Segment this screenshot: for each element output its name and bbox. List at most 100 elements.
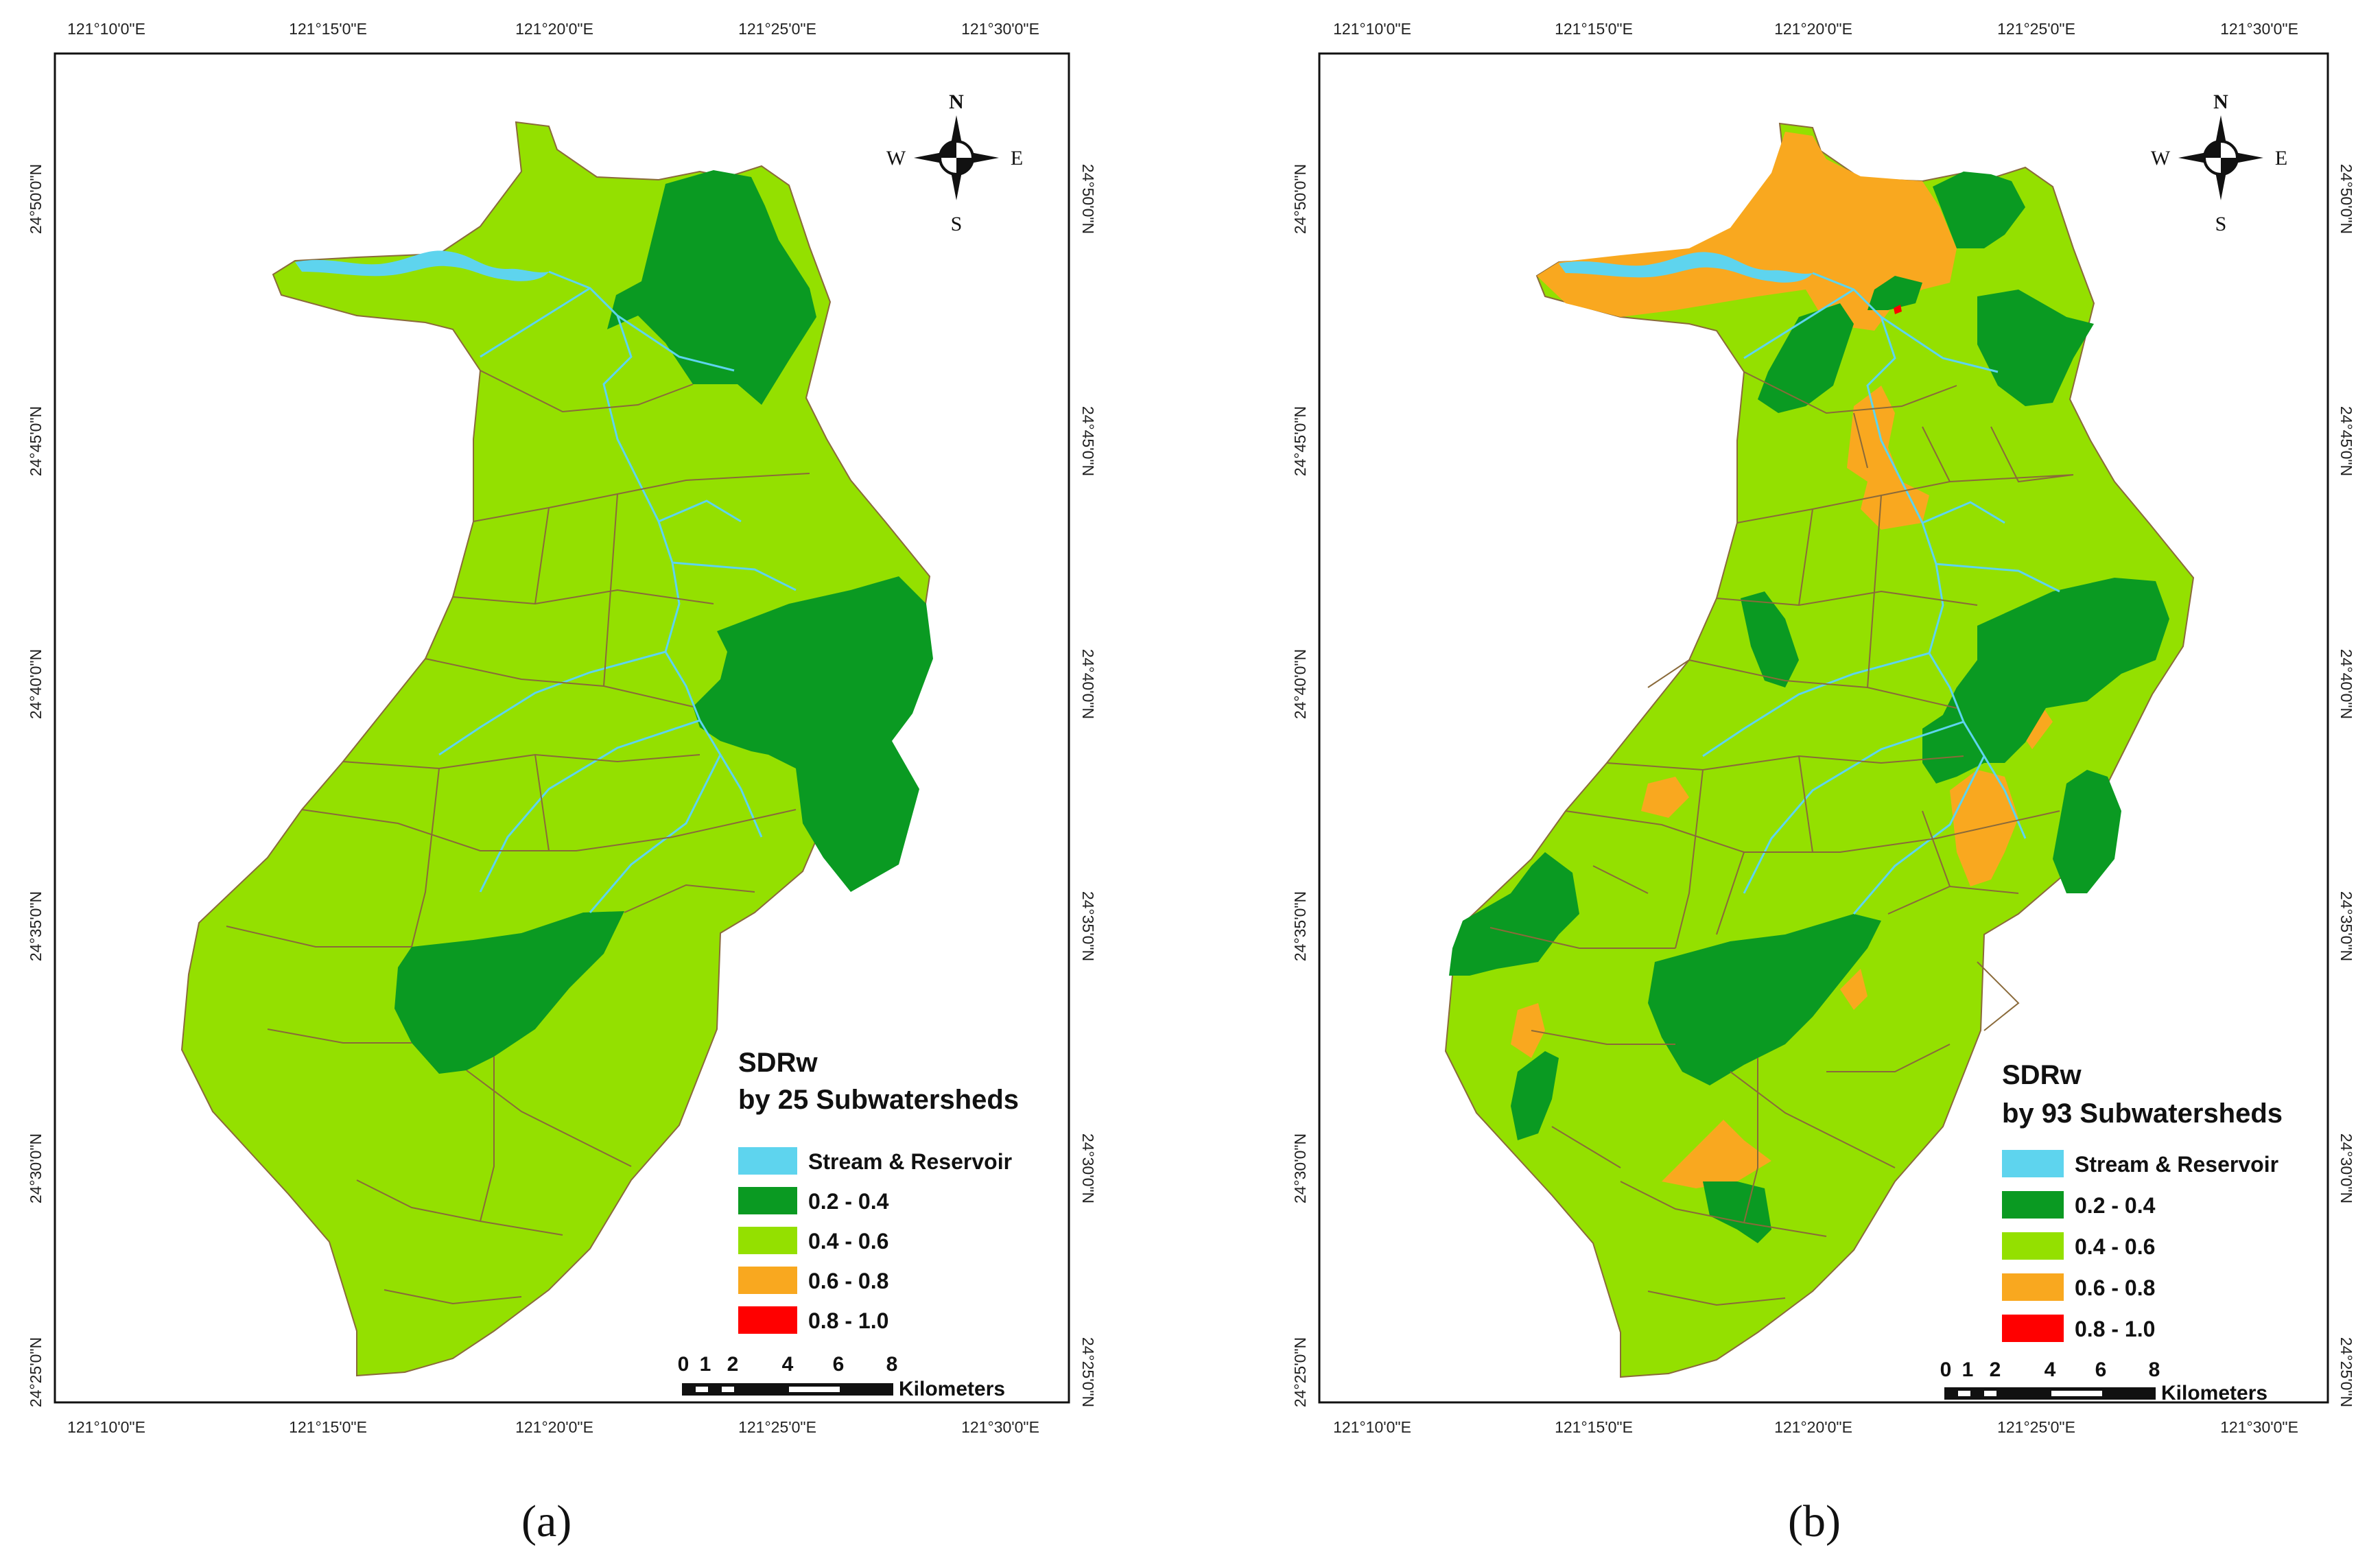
- lon-label: 121°15'0"E: [1555, 1418, 1633, 1436]
- subwatershed: [1537, 132, 1957, 331]
- lon-label: 121°30'0"E: [2220, 1418, 2298, 1436]
- lat-label: 24°50'0"N: [1079, 164, 1097, 234]
- subwatershed: [1840, 969, 1868, 1010]
- subwatershed: [1943, 578, 2169, 777]
- subwatershed: [1758, 303, 1854, 413]
- legend-swatch: [2002, 1191, 2064, 1219]
- scale-tick-label: 0: [678, 1353, 690, 1376]
- lon-label: 121°25'0"E: [1997, 20, 2075, 38]
- scale-bar-segment: [722, 1387, 734, 1392]
- scale-tick-label: 6: [2095, 1358, 2107, 1381]
- legend-label: 0.6 - 0.8: [2075, 1275, 2155, 1300]
- subwatershed: [1894, 305, 1902, 314]
- legend-label: Stream & Reservoir: [808, 1149, 1012, 1174]
- legend-swatch: [738, 1227, 797, 1254]
- watershed-map: [181, 121, 933, 1376]
- caption-b: (b): [1788, 1496, 1841, 1546]
- legend-subtitle: by 25 Subwatersheds: [738, 1085, 1019, 1115]
- scale-bar-segment: [1958, 1391, 1970, 1396]
- lat-label: 24°25'0"N: [2337, 1337, 2355, 1407]
- lat-labels-right: 24°50'0"N 24°45'0"N 24°40'0"N 24°35'0"N …: [2337, 164, 2355, 1407]
- boundary-line: [226, 370, 810, 1305]
- scale-bar-outline: [682, 1383, 893, 1396]
- map-panel-a: 121°10'0"E 121°15'0"E 121°20'0"E 121°25'…: [27, 20, 1097, 1436]
- highest-sdr-subwatersheds: [1894, 305, 1902, 314]
- lon-label: 121°25'0"E: [738, 20, 816, 38]
- lon-label: 121°15'0"E: [289, 20, 367, 38]
- stream-network: [295, 250, 797, 913]
- lon-label: 121°15'0"E: [1555, 20, 1633, 38]
- lon-label: 121°20'0"E: [515, 1418, 593, 1436]
- compass-north: N: [949, 91, 964, 113]
- lat-label: 24°35'0"N: [2337, 891, 2355, 961]
- scale-tick-label: 4: [2045, 1358, 2056, 1381]
- subwatershed: [1511, 1003, 1545, 1058]
- scale-tick-label: 1: [700, 1353, 711, 1376]
- lat-label: 24°50'0"N: [2337, 164, 2355, 234]
- compass-west: W: [886, 147, 906, 169]
- legend-swatch: [2002, 1315, 2064, 1342]
- subwatershed: [1449, 852, 1579, 976]
- lon-label: 121°25'0"E: [738, 1418, 816, 1436]
- lat-label: 24°35'0"N: [27, 891, 45, 961]
- watershed-map: [1445, 123, 2194, 1378]
- legend-title: SDRw: [738, 1048, 818, 1078]
- lat-label: 24°40'0"N: [1079, 649, 1097, 719]
- subwatershed: [1662, 1120, 1771, 1188]
- scale-tick-label: 2: [727, 1353, 739, 1376]
- lon-label: 121°15'0"E: [289, 1418, 367, 1436]
- legend-swatch: [2002, 1150, 2064, 1177]
- lon-label: 121°10'0"E: [67, 1418, 145, 1436]
- lat-label: 24°35'0"N: [1079, 891, 1097, 961]
- subwatershed: [1922, 687, 1977, 784]
- lat-labels-left: 24°50'0"N 24°45'0"N 24°40'0"N 24°35'0"N …: [1291, 164, 1309, 1407]
- subwatershed: [1933, 172, 2025, 248]
- lat-label: 24°35'0"N: [1291, 891, 1309, 961]
- lat-label: 24°45'0"N: [27, 406, 45, 476]
- low-sdr-subwatersheds: [394, 170, 933, 1074]
- lat-label: 24°50'0"N: [27, 164, 45, 234]
- legend-swatch: [738, 1306, 797, 1334]
- lat-label: 24°25'0"N: [1291, 1337, 1309, 1407]
- compass-rose: N S E W: [886, 91, 1023, 235]
- lat-label: 24°30'0"N: [1079, 1133, 1097, 1203]
- boundary-line: [1489, 371, 2074, 1306]
- lat-labels-left: 24°50'0"N 24°45'0"N 24°40'0"N 24°35'0"N …: [27, 164, 45, 1407]
- stream-network: [1559, 252, 2060, 915]
- compass-south: S: [951, 213, 963, 235]
- compass-quadrant: [940, 141, 956, 158]
- legend-label: 0.4 - 0.6: [808, 1229, 888, 1254]
- lat-label: 24°45'0"N: [1291, 406, 1309, 476]
- legend-label: 0.2 - 0.4: [2075, 1193, 2156, 1218]
- legend-swatch: [2002, 1232, 2064, 1260]
- compass-south: S: [2215, 213, 2227, 235]
- legend-label: 0.6 - 0.8: [808, 1269, 888, 1293]
- subwatershed: [1511, 1051, 1559, 1140]
- subwatershed-boundaries: [1489, 371, 2074, 1306]
- lon-labels-top: 121°10'0"E 121°15'0"E 121°20'0"E 121°25'…: [1333, 20, 2298, 38]
- stream: [1702, 272, 2060, 915]
- lon-label: 121°20'0"E: [1774, 20, 1852, 38]
- scale-tick-label: 8: [886, 1353, 898, 1376]
- scale-tick-label: 8: [2149, 1358, 2160, 1381]
- scale-bar: 0 1 2 4 6 8 Kilometers: [1940, 1358, 2267, 1404]
- legend-swatch: [2002, 1273, 2064, 1301]
- scale-bar-segment: [696, 1387, 708, 1392]
- scale-bar-segment: [1984, 1391, 1996, 1396]
- scale-bar-outline: [1944, 1387, 2156, 1400]
- lat-label: 24°40'0"N: [2337, 649, 2355, 719]
- lat-label: 24°25'0"N: [1079, 1337, 1097, 1407]
- lon-label: 121°10'0"E: [1333, 20, 1411, 38]
- subwatershed-boundaries: [226, 370, 810, 1305]
- scale-bar-segment: [789, 1387, 840, 1392]
- legend: SDRw by 25 Subwatersheds Stream & Reserv…: [738, 1048, 1019, 1334]
- scale-tick-label: 0: [1940, 1358, 1952, 1381]
- lat-label: 24°30'0"N: [2337, 1133, 2355, 1203]
- lon-label: 121°25'0"E: [1997, 1418, 2075, 1436]
- map-panel-b: 121°10'0"E 121°15'0"E 121°20'0"E 121°25'…: [1291, 20, 2355, 1436]
- scale-tick-label: 2: [1990, 1358, 2001, 1381]
- subwatershed: [394, 911, 624, 1074]
- compass-north: N: [2213, 91, 2228, 113]
- lon-label: 121°10'0"E: [1333, 1418, 1411, 1436]
- scale-tick-label: 4: [782, 1353, 794, 1376]
